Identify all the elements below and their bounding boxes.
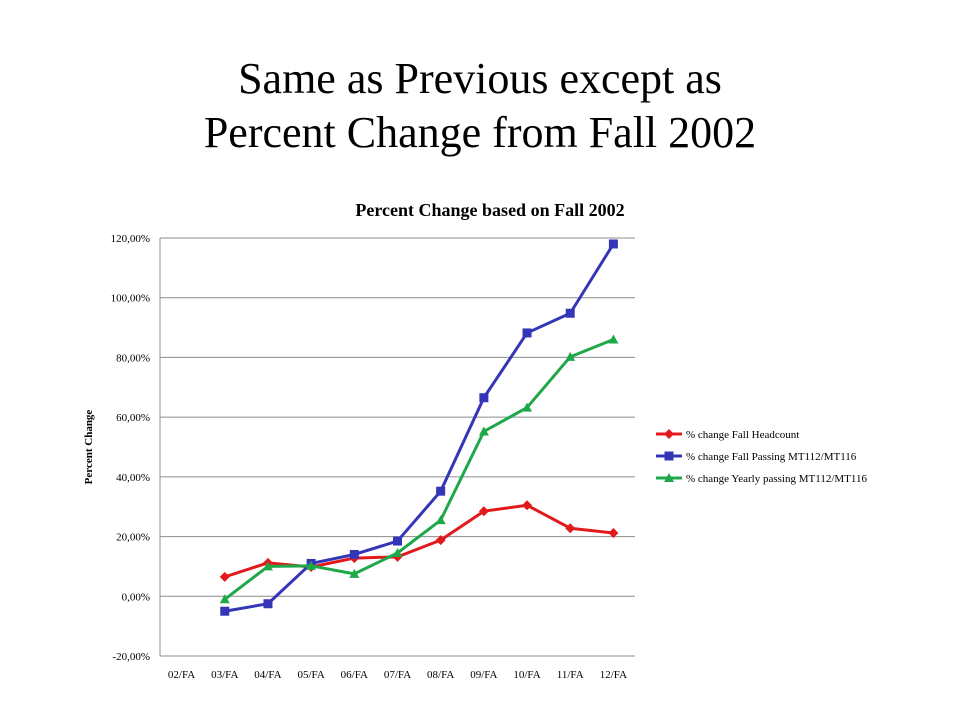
legend-marker-1 [664,429,674,439]
series-1-point [522,500,533,511]
y-tick-label: -20,00% [112,651,150,663]
series-2-point [479,393,489,403]
series-3-point [306,560,317,570]
legend-marker-3 [664,473,674,482]
series-2-point [349,549,359,559]
series-2-point [608,239,618,249]
legend-marker-2 [664,451,674,461]
x-tick-label: 06/FA [341,669,368,681]
series-3-point [435,515,446,525]
legend-label-3: % change Yearly passing MT112/MT116 [686,473,867,485]
series-3-point [349,568,360,578]
series-1-point [435,535,446,546]
x-tick-label: 04/FA [254,669,281,681]
series-2-point [393,536,402,546]
y-tick-label: 0,00% [122,591,150,603]
x-tick-label: 08/FA [427,669,454,681]
series-3-point [219,594,230,604]
x-tick-label: 11/FA [557,669,584,681]
series-1-point [478,506,489,517]
series-1-point [608,527,619,538]
legend-label-1: % change Fall Headcount [686,429,799,441]
y-axis-title: Percent Change [83,410,95,485]
series-2-point [436,486,446,496]
y-tick-label: 60,00% [116,412,150,424]
chart-title: Percent Change based on Fall 2002 [355,200,624,220]
series-2-point [565,308,575,318]
series-3-point [262,561,273,571]
y-tick-label: 20,00% [116,532,150,544]
series-2-point [263,599,273,609]
slide-title-line1: Same as Previous except as [238,54,722,103]
series-line-3 [223,338,614,601]
slide-title: Same as Previous except as Percent Chang… [0,52,960,160]
x-tick-label: 09/FA [470,669,497,681]
x-tick-label: 03/FA [211,669,238,681]
series-3-point [608,334,619,344]
x-tick-label: 07/FA [384,669,411,681]
y-tick-label: 40,00% [116,472,150,484]
slide-title-line2: Percent Change from Fall 2002 [203,108,757,157]
x-tick-label: 10/FA [513,669,540,681]
series-2-point [220,606,230,616]
series-3-point [392,547,403,557]
series-1-point [565,523,576,534]
series-3-point [522,402,533,412]
y-tick-label: 80,00% [116,352,150,364]
series-1-point [219,571,230,582]
x-tick-label: 12/FA [600,669,627,681]
series-2-point [522,328,532,338]
series-3-point [565,351,576,361]
series-line-2 [224,243,615,613]
y-tick-label: 100,00% [111,293,150,305]
x-tick-label: 05/FA [297,669,324,681]
series-3-point [478,426,489,436]
y-tick-label: 120,00% [111,233,150,245]
legend-label-2: % change Fall Passing MT112/MT116 [686,451,857,463]
x-tick-label: 02/FA [168,669,195,681]
